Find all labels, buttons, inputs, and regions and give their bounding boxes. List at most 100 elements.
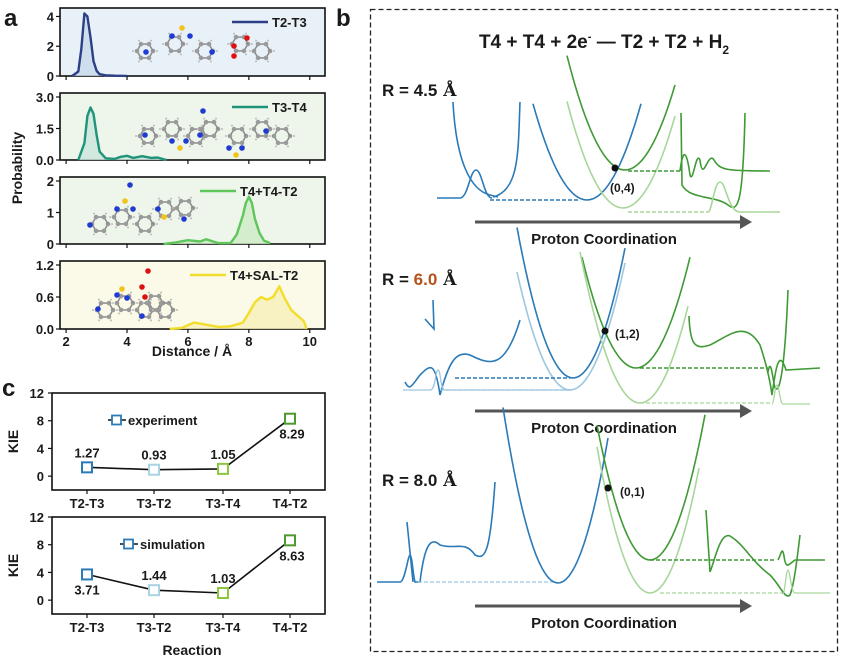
kie-frame	[51, 392, 326, 491]
atom	[123, 221, 129, 227]
data-marker	[217, 462, 229, 475]
molecule-inset	[135, 108, 295, 158]
atom	[198, 55, 204, 61]
hydrogen	[190, 196, 192, 199]
subplot-frame	[59, 7, 326, 77]
heteroatom	[226, 145, 232, 151]
heteroatom	[145, 268, 151, 274]
hydrogen	[158, 218, 160, 221]
hydrogen	[267, 138, 269, 141]
atom	[173, 133, 179, 139]
atom	[98, 314, 104, 320]
hydrogen	[156, 223, 158, 225]
y-tick-label: 0	[37, 469, 44, 484]
atom	[165, 133, 171, 139]
atom	[126, 307, 132, 313]
pes-row: R = 6.0 Å Proton Coordination	[382, 268, 752, 437]
hydrogen	[172, 207, 174, 209]
hydrogen	[201, 124, 203, 127]
hydrogen	[198, 39, 200, 42]
crossing-point	[601, 327, 609, 335]
atom	[164, 41, 170, 47]
y-tick-label: 1.5	[36, 122, 54, 137]
hydrogen	[168, 32, 170, 35]
atom	[141, 126, 147, 132]
product-well	[777, 550, 825, 566]
y-axis-label: KIE	[5, 430, 21, 453]
atom	[158, 300, 164, 306]
hydrogen	[127, 226, 129, 229]
product-wavefunction	[705, 509, 801, 597]
hydrogen	[150, 233, 152, 236]
atom	[185, 133, 191, 139]
hydrogen	[196, 207, 198, 209]
blue-parabola	[516, 227, 626, 379]
atom	[149, 140, 155, 146]
atom	[206, 41, 212, 47]
molecule-inset	[132, 25, 275, 63]
hydrogen	[210, 60, 212, 63]
series-area-T4+SAL-T2	[169, 286, 307, 329]
atom	[141, 140, 147, 146]
hydrogen	[221, 128, 223, 130]
heteroatom	[231, 53, 237, 59]
hydrogen	[227, 43, 229, 45]
hydrogen	[192, 50, 194, 52]
hydrogen	[135, 135, 137, 137]
direction-arrow-head	[740, 599, 752, 613]
x-tick-label: 10	[303, 334, 317, 349]
atom	[283, 126, 289, 132]
hydrogen	[189, 124, 191, 127]
hydrogen	[267, 60, 269, 63]
product-wavefunction	[679, 154, 771, 178]
atom	[101, 214, 107, 220]
atom	[283, 140, 289, 146]
y-tick-label: 4	[47, 9, 55, 24]
atom	[101, 228, 107, 234]
atom	[251, 48, 257, 54]
atom	[194, 48, 200, 54]
atom	[227, 133, 233, 139]
atom	[161, 126, 167, 132]
arrow-label: Proton Coordination	[531, 231, 677, 248]
hydrogen	[198, 60, 200, 63]
data-label: 1.27	[74, 445, 99, 460]
atom	[176, 48, 182, 54]
atom	[178, 212, 184, 218]
r-label: R = 4.5 Å	[382, 79, 457, 101]
x-tick-label: 2	[62, 334, 69, 349]
arrow-label: Proton Coordination	[531, 615, 677, 632]
y-axis-label: KIE	[5, 554, 21, 577]
panel-b-title: T4 + T4 + 2e- — T2 + T2 + H2	[479, 31, 729, 57]
reactant-well	[406, 521, 414, 583]
hydrogen	[118, 312, 120, 315]
product-wavefunction-light	[707, 181, 780, 213]
hydrogen	[176, 309, 178, 311]
atom	[173, 119, 179, 125]
heteroatom	[187, 33, 193, 39]
atom	[114, 300, 120, 306]
crossing-label: (0,1)	[620, 485, 645, 499]
atom	[146, 41, 152, 47]
y-tick-label: 1.2	[36, 258, 54, 273]
hydrogen	[267, 117, 269, 120]
hydrogen	[138, 233, 140, 236]
atom	[148, 293, 154, 299]
atom	[231, 140, 237, 146]
direction-arrow-head	[740, 215, 752, 229]
atom	[165, 119, 171, 125]
y-tick-label: 0	[37, 593, 44, 608]
reactant-wavefunction	[404, 319, 521, 396]
atom	[134, 307, 140, 313]
heteroatom	[161, 214, 167, 220]
atom	[174, 205, 180, 211]
hydrogen	[170, 197, 172, 200]
heteroatom	[124, 295, 130, 301]
panel-b: R = 4.5 Å Proton Coordination R = 6.0 Å Pro…	[377, 55, 830, 632]
hydrogen	[203, 117, 205, 120]
hydrogen	[132, 309, 134, 311]
panel-label-b: b	[336, 5, 351, 32]
series-line-T4+T4-T2	[163, 195, 271, 246]
atom	[263, 119, 269, 125]
data-marker	[81, 568, 93, 581]
